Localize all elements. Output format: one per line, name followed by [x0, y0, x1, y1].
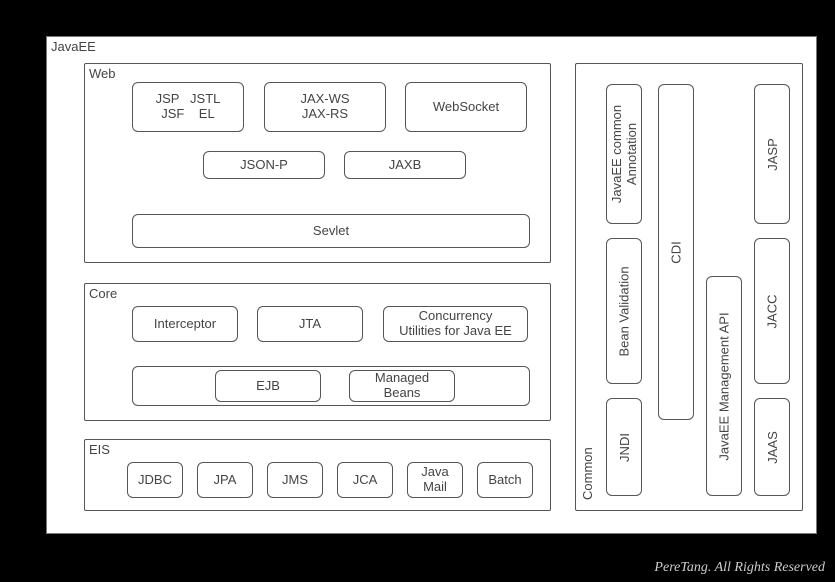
- block-annotation-label: JavaEE common Annotation: [609, 105, 639, 203]
- block-bean-validation: Bean Validation: [606, 238, 642, 384]
- block-cdi: CDI: [658, 84, 694, 420]
- block-jdbc: JDBC: [127, 462, 183, 498]
- canvas: JavaEE Web JSP JSTL JSF EL JAX-WS JAX-RS…: [46, 36, 817, 534]
- block-jasp-label: JASP: [764, 138, 779, 171]
- block-jaas-label: JAAS: [764, 431, 779, 464]
- block-jacc-label: JACC: [764, 294, 779, 328]
- block-jsonp-label: JSON-P: [240, 158, 288, 173]
- footer-credit: PereTang. All Rights Reserved: [654, 560, 825, 576]
- block-batch: Batch: [477, 462, 533, 498]
- block-annotation: JavaEE common Annotation: [606, 84, 642, 224]
- block-jaas: JAAS: [754, 398, 790, 496]
- block-jms: JMS: [267, 462, 323, 498]
- block-concurrency: Concurrency Utilities for Java EE: [383, 306, 528, 342]
- block-servlet: Sevlet: [132, 214, 530, 248]
- group-common-label: Common: [580, 447, 595, 500]
- block-interceptor: Interceptor: [132, 306, 238, 342]
- block-jaxws: JAX-WS JAX-RS: [264, 82, 386, 132]
- block-ejb: EJB: [215, 370, 321, 402]
- block-cdi-label: CDI: [668, 241, 683, 263]
- block-websocket: WebSocket: [405, 82, 527, 132]
- diagram-title: JavaEE: [51, 39, 96, 54]
- block-jsonp-small: JSON-P: [203, 151, 325, 179]
- block-managed-beans: Managed Beans: [349, 370, 455, 402]
- group-core-label: Core: [89, 286, 117, 301]
- group-common: Common JavaEE common Annotation Bean Val…: [575, 63, 803, 511]
- block-jaxb-label: JAXB: [389, 158, 422, 173]
- group-web-label: Web: [89, 66, 116, 81]
- block-bean-validation-label: Bean Validation: [617, 266, 632, 356]
- block-jndi: JNDI: [606, 398, 642, 496]
- block-jndi-label: JNDI: [616, 433, 631, 462]
- block-javamail: Java Mail: [407, 462, 463, 498]
- block-jca: JCA: [337, 462, 393, 498]
- group-eis-label: EIS: [89, 442, 110, 457]
- block-jsp: JSP JSTL JSF EL: [132, 82, 244, 132]
- block-jacc: JACC: [754, 238, 790, 384]
- block-jpa: JPA: [197, 462, 253, 498]
- block-jta: JTA: [257, 306, 363, 342]
- block-management-api-label: JavaEE Management API: [717, 312, 732, 460]
- group-eis: EIS JDBC JPA JMS JCA Java Mail Batch: [84, 439, 551, 511]
- group-core: Core Interceptor JTA Concurrency Utiliti…: [84, 283, 551, 421]
- block-management-api: JavaEE Management API: [706, 276, 742, 496]
- block-core-row2-bg: [132, 366, 530, 406]
- block-jasp: JASP: [754, 84, 790, 224]
- block-jaxb-small: JAXB: [344, 151, 466, 179]
